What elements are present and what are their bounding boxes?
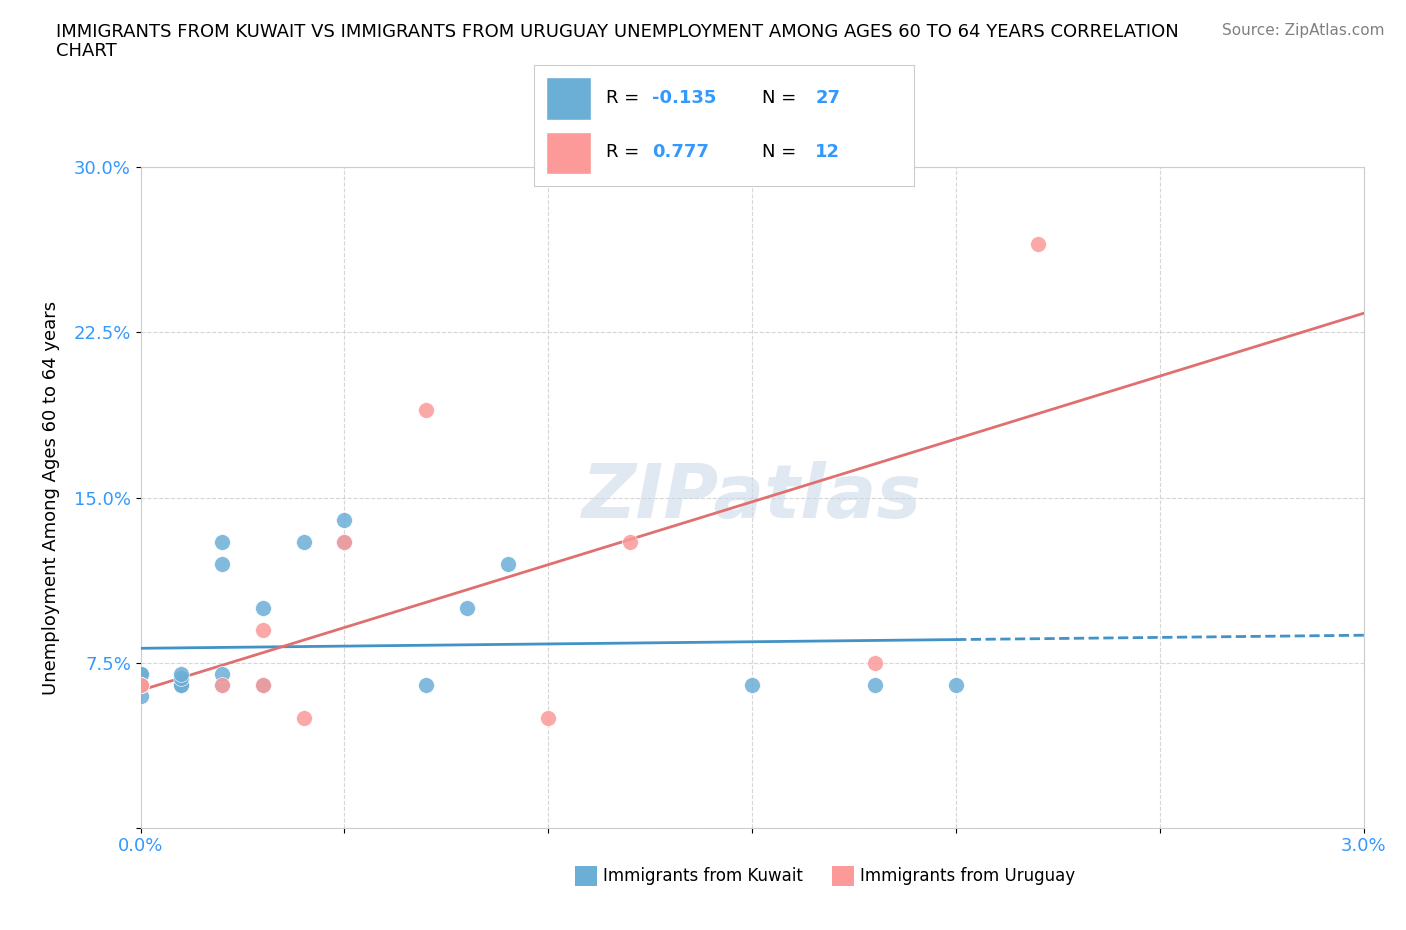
Point xyxy=(252,677,274,692)
Text: Immigrants from Uruguay: Immigrants from Uruguay xyxy=(860,867,1076,885)
Point xyxy=(741,677,763,692)
Point xyxy=(129,677,152,692)
Text: ZIPatlas: ZIPatlas xyxy=(582,461,922,534)
FancyBboxPatch shape xyxy=(575,866,598,885)
Point xyxy=(129,677,152,692)
Point xyxy=(252,677,274,692)
Point xyxy=(537,711,560,725)
Text: Source: ZipAtlas.com: Source: ZipAtlas.com xyxy=(1222,23,1385,38)
Point xyxy=(863,656,886,671)
Point xyxy=(496,556,519,571)
Point xyxy=(333,534,356,549)
Point xyxy=(129,677,152,692)
Point xyxy=(252,622,274,637)
Point xyxy=(415,402,437,417)
Point xyxy=(211,534,233,549)
Point xyxy=(333,534,356,549)
Point xyxy=(292,534,315,549)
Text: IMMIGRANTS FROM KUWAIT VS IMMIGRANTS FROM URUGUAY UNEMPLOYMENT AMONG AGES 60 TO : IMMIGRANTS FROM KUWAIT VS IMMIGRANTS FRO… xyxy=(56,23,1180,41)
Text: -0.135: -0.135 xyxy=(652,88,716,107)
Text: 12: 12 xyxy=(815,143,841,161)
Point xyxy=(252,677,274,692)
Point xyxy=(333,512,356,527)
Point xyxy=(456,600,478,615)
FancyBboxPatch shape xyxy=(546,131,591,174)
Point xyxy=(170,677,193,692)
Text: 27: 27 xyxy=(815,88,841,107)
FancyBboxPatch shape xyxy=(832,866,853,885)
Text: Immigrants from Kuwait: Immigrants from Kuwait xyxy=(603,867,803,885)
Text: N =: N = xyxy=(762,143,801,161)
Point xyxy=(252,600,274,615)
Point xyxy=(863,677,886,692)
Point xyxy=(211,556,233,571)
Point xyxy=(129,677,152,692)
Text: 0.777: 0.777 xyxy=(652,143,709,161)
Point xyxy=(211,666,233,681)
Point xyxy=(945,677,967,692)
Point xyxy=(129,666,152,681)
Text: R =: R = xyxy=(606,143,645,161)
Point xyxy=(292,711,315,725)
Y-axis label: Unemployment Among Ages 60 to 64 years: Unemployment Among Ages 60 to 64 years xyxy=(42,300,59,695)
Point xyxy=(1026,237,1049,252)
Point xyxy=(619,534,641,549)
Point xyxy=(129,688,152,703)
Point xyxy=(170,677,193,692)
Point xyxy=(129,677,152,692)
Point xyxy=(129,666,152,681)
Point xyxy=(211,677,233,692)
Point xyxy=(415,677,437,692)
Text: N =: N = xyxy=(762,88,801,107)
Point xyxy=(211,677,233,692)
Text: R =: R = xyxy=(606,88,645,107)
Point xyxy=(129,677,152,692)
FancyBboxPatch shape xyxy=(546,77,591,120)
Text: CHART: CHART xyxy=(56,42,117,60)
Point xyxy=(170,671,193,685)
Point xyxy=(170,666,193,681)
